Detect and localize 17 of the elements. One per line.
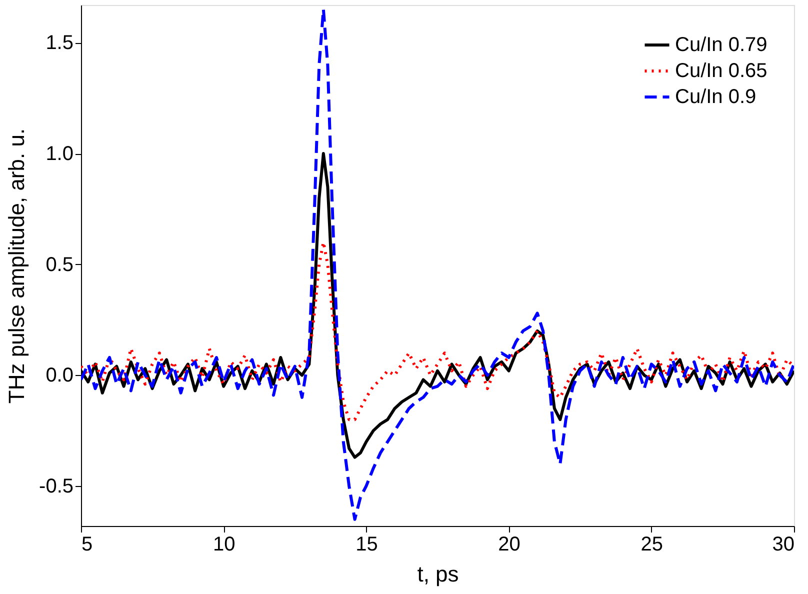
x-tick-label: 5: [82, 534, 93, 556]
legend-label: Cu/In 0.79: [675, 34, 768, 56]
legend-label: Cu/In 0.65: [675, 60, 768, 82]
x-tick-label: 10: [212, 534, 236, 556]
x-tick-label: 20: [498, 534, 520, 556]
legend-label: Cu/In 0.9: [675, 86, 756, 108]
x-tick-label: 25: [640, 534, 664, 556]
x-tick-label: 30: [772, 534, 794, 556]
y-tick-label: 0.5: [46, 254, 74, 276]
y-tick-label: 1.5: [46, 32, 74, 54]
x-tick-label: 15: [356, 534, 378, 556]
y-tick-label: 1.0: [46, 143, 74, 166]
y-tick-label: -0.5: [39, 476, 74, 498]
x-axis-title: t, ps: [417, 562, 459, 586]
line-series: [81, 8, 794, 521]
y-tick-label: 0.0: [46, 364, 74, 387]
y-axis-title: THz pulse amplitude, arb. u.: [4, 128, 30, 404]
